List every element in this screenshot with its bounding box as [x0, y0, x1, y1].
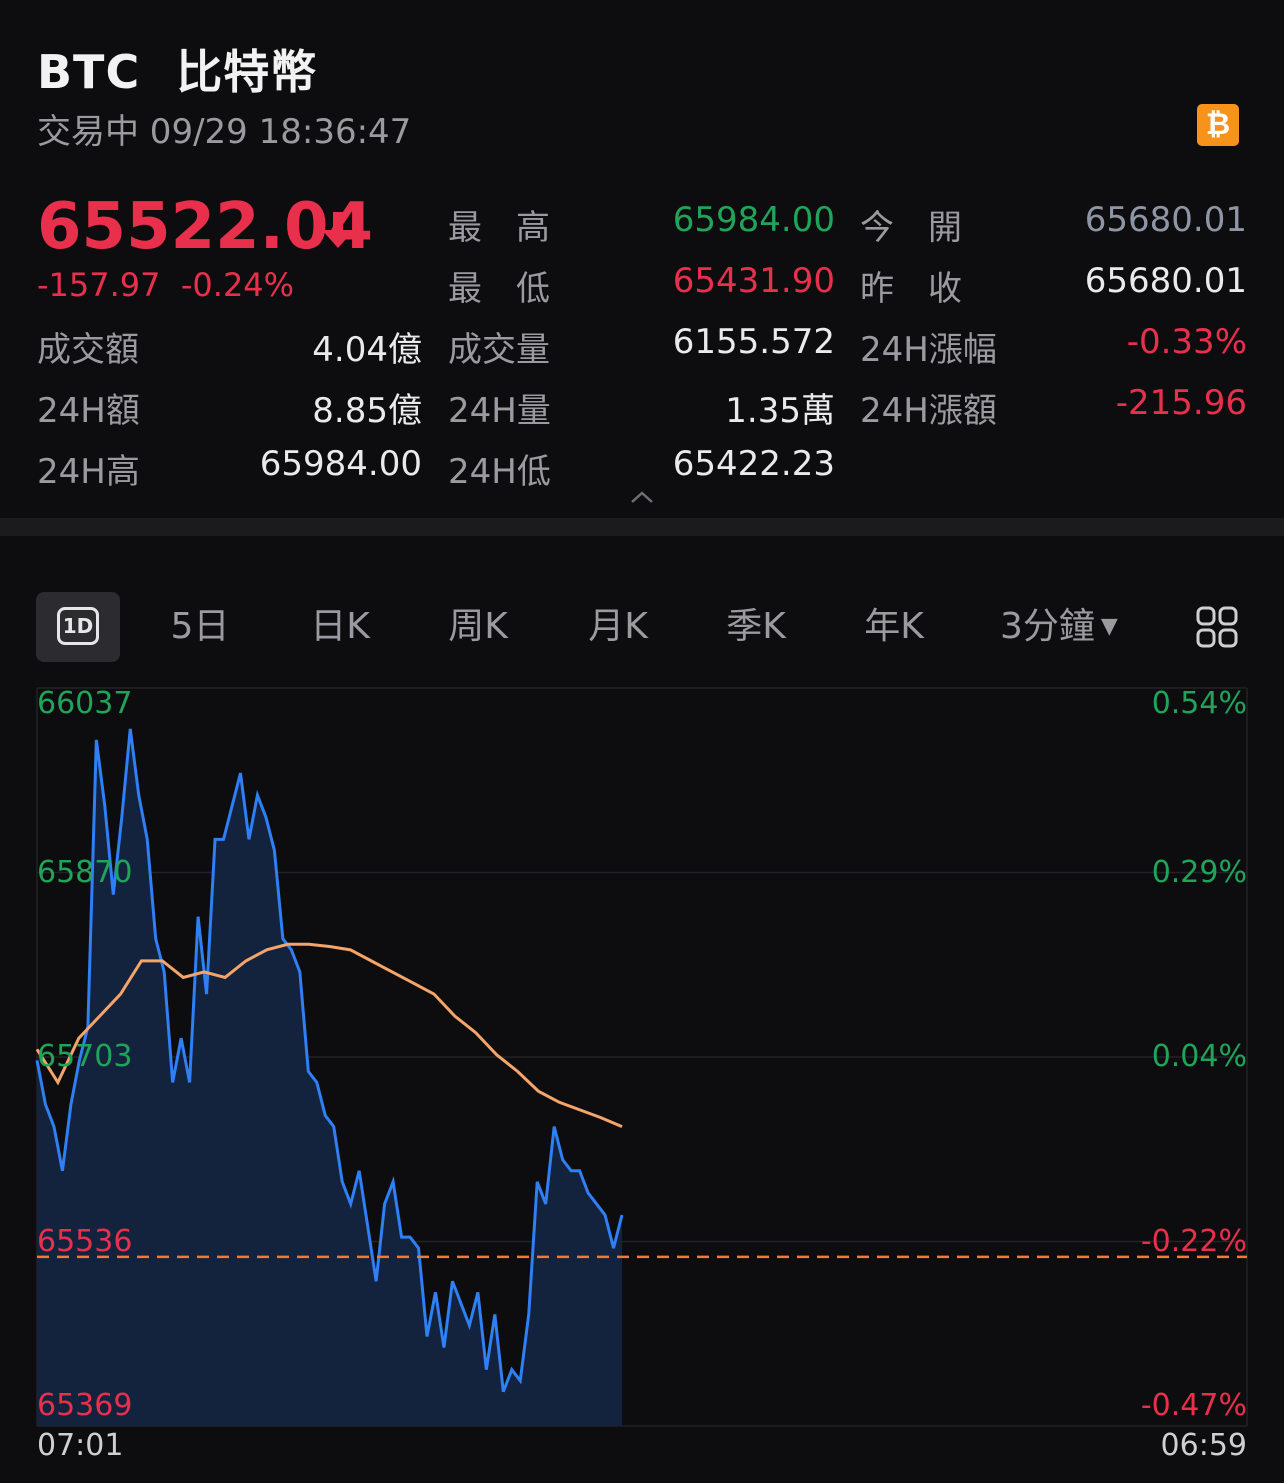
- chevron-up-icon[interactable]: [628, 488, 656, 506]
- grid-layout-icon[interactable]: [1196, 606, 1238, 648]
- low-value: 65431.90: [672, 261, 835, 301]
- tab-year-k[interactable]: 年K: [864, 606, 924, 647]
- vol24-label: 24H量: [448, 391, 551, 431]
- y-tick-label: -0.22%: [1140, 1223, 1247, 1259]
- high-value: 65984.00: [672, 200, 835, 240]
- y-tick-label: 0.04%: [1151, 1039, 1247, 1074]
- tab-week-k[interactable]: 周K: [448, 606, 508, 647]
- high24-value: 65984.00: [259, 444, 422, 484]
- x-end-label: 06:59: [1160, 1428, 1247, 1463]
- arrow-down-icon: [322, 212, 354, 248]
- low24-value: 65422.23: [672, 444, 835, 484]
- y-tick-label: 65870: [37, 854, 133, 890]
- y-tick-label: 0.29%: [1151, 854, 1247, 890]
- chg24-pct-label: 24H漲幅: [860, 330, 997, 370]
- section-divider: [0, 518, 1284, 536]
- symbol: BTC: [37, 45, 141, 99]
- y-tick-label: 66037: [37, 686, 133, 721]
- chg24-pct-value: -0.33%: [1126, 322, 1247, 362]
- x-start-label: 07:01: [37, 1428, 124, 1463]
- prev-close-value: 65680.01: [1084, 261, 1247, 301]
- trading-status: 交易中 09/29 18:36:47: [37, 112, 412, 152]
- interval-label: 3分鐘: [1000, 606, 1095, 647]
- y-tick-label: -0.47%: [1140, 1388, 1247, 1423]
- volume-value: 6155.572: [672, 322, 835, 362]
- tab-month-k[interactable]: 月K: [588, 606, 648, 647]
- chg24-amt-label: 24H漲額: [860, 391, 997, 431]
- price-change: -157.97 -0.24%: [37, 266, 295, 304]
- last-price: 65522.04: [37, 190, 374, 264]
- bitcoin-icon[interactable]: ₿: [1197, 104, 1239, 146]
- tab-1d[interactable]: 1D: [36, 592, 120, 662]
- tab-day-k[interactable]: 日K: [310, 606, 370, 647]
- vol24-value: 1.35萬: [725, 391, 835, 431]
- amt24-value: 8.85億: [312, 391, 422, 431]
- chg24-amt-value: -215.96: [1115, 383, 1247, 423]
- coin-name: 比特幣: [176, 45, 318, 99]
- tab-5d[interactable]: 5日: [170, 606, 230, 647]
- page-title: BTC 比特幣: [37, 36, 317, 102]
- price-chart[interactable]: [0, 680, 1284, 1430]
- price-line: [35, 728, 624, 1393]
- average-price-line: [35, 942, 623, 1128]
- price-area-fill: [37, 728, 622, 1426]
- amt24-label: 24H額: [37, 391, 140, 431]
- low-label: 最 低: [448, 269, 550, 309]
- high-label: 最 高: [448, 208, 550, 248]
- prev-close-label: 昨 收: [860, 269, 962, 309]
- y-tick-label: 65369: [37, 1388, 133, 1423]
- caret-down-icon: ▼: [1100, 614, 1118, 639]
- interval-dropdown[interactable]: 3分鐘 ▼: [1000, 592, 1130, 662]
- low24-label: 24H低: [448, 452, 551, 492]
- open-value: 65680.01: [1084, 200, 1247, 240]
- turnover-label: 成交額: [37, 330, 139, 370]
- volume-label: 成交量: [448, 330, 550, 370]
- tab-1d-label: 1D: [57, 607, 99, 645]
- tab-quarter-k[interactable]: 季K: [726, 606, 786, 647]
- high24-label: 24H高: [37, 452, 140, 492]
- y-tick-label: 65703: [37, 1039, 133, 1074]
- open-label: 今 開: [860, 208, 962, 248]
- y-tick-label: 65536: [37, 1223, 133, 1259]
- y-tick-label: 0.54%: [1151, 686, 1247, 721]
- turnover-value: 4.04億: [312, 330, 422, 370]
